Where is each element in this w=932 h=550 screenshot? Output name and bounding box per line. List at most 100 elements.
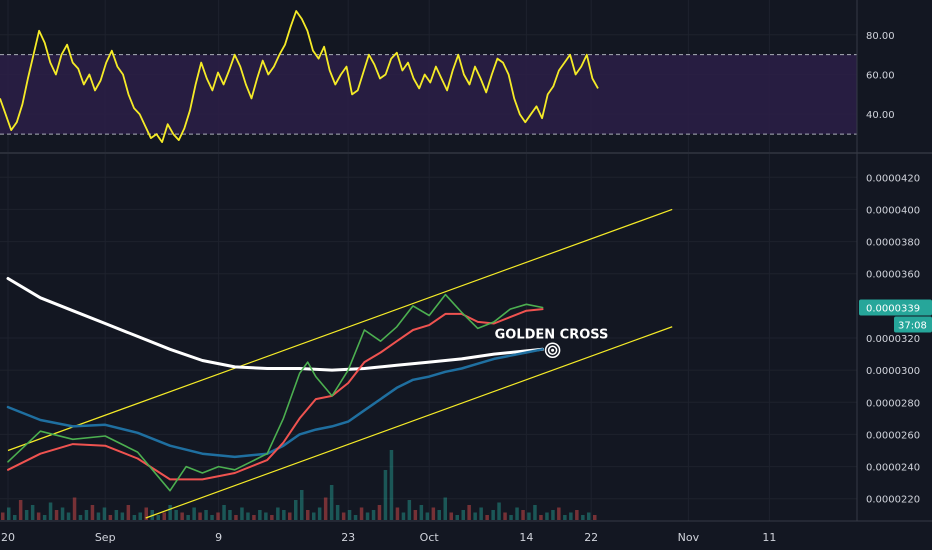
volume-bar: [186, 515, 190, 520]
volume-bar: [246, 512, 250, 520]
volume-bar: [461, 510, 465, 520]
volume-bar: [174, 510, 178, 520]
volume-bar: [533, 505, 537, 520]
marker-ring-inner: [547, 345, 558, 355]
price-tick-label: 0.0000400: [866, 205, 920, 216]
volume-bar: [1, 512, 5, 520]
price-tick-label: 0.0000280: [866, 398, 920, 409]
volume-bar: [288, 512, 292, 520]
volume-bar: [551, 510, 555, 520]
volume-bar: [425, 512, 430, 520]
price-axis: 0.0000420 0.0000400 0.0000380 0.0000360 0.00…: [866, 173, 920, 505]
channel-line: [7, 208, 673, 452]
ema-red-line: [7, 308, 544, 481]
price-tick-label: 0.0000360: [866, 270, 920, 281]
volume-bar: [282, 510, 286, 520]
volume-bar: [258, 510, 262, 520]
volume-bar: [138, 512, 142, 520]
volume-bar: [485, 515, 489, 520]
ma-white-line: [6, 277, 545, 372]
bar-timer-value: 37:08: [898, 320, 927, 331]
volume-bar: [264, 512, 268, 520]
volume-bar: [60, 507, 65, 520]
volume-bar: [317, 507, 322, 520]
golden-cross-marker: [544, 342, 561, 358]
volume-histogram: [1, 450, 597, 520]
volume-bar: [359, 507, 364, 520]
volume-bar: [192, 507, 196, 520]
volume-bar: [234, 515, 238, 520]
marker-dot: [551, 348, 555, 352]
time-tick-label: Nov: [678, 531, 700, 544]
price-tick-label: 0.0000420: [866, 173, 920, 184]
volume-bar: [455, 515, 459, 520]
volume-bar: [144, 507, 148, 520]
volume-bar: [587, 512, 591, 520]
rsi-panel: 80.00 60.00 40.00: [0, 10, 895, 144]
price-panel: GOLDEN CROSS 0.0000420 0.0000400 0.0000380…: [1, 173, 920, 520]
price-tick-label: 0.0000220: [866, 495, 920, 506]
rsi-series-line: [0, 10, 599, 144]
time-axis: 20 Sep 9 23 Oct 14 22 Nov 11: [1, 531, 776, 544]
volume-bar: [36, 512, 41, 520]
volume-bar: [306, 510, 310, 520]
volume-bar: [329, 485, 334, 520]
volume-bar: [527, 512, 531, 520]
volume-bar: [7, 507, 11, 520]
time-tick-label: Oct: [420, 531, 440, 544]
volume-bar: [102, 507, 107, 520]
price-tick-label: 0.0000380: [866, 238, 920, 249]
volume-bar: [467, 505, 471, 520]
volume-bar: [347, 510, 352, 520]
volume-bar: [449, 512, 453, 520]
volume-bar: [78, 515, 83, 520]
marker-ring-outer: [544, 342, 561, 358]
price-tick-label: 0.0000300: [866, 366, 920, 377]
volume-bar: [294, 500, 298, 520]
volume-bar: [545, 512, 549, 520]
volume-bar: [443, 497, 447, 520]
volume-bar: [210, 515, 214, 520]
volume-bar: [120, 512, 125, 520]
rsi-tick-label: 60.00: [866, 71, 895, 82]
volume-bar: [515, 507, 519, 520]
volume-bar: [509, 515, 513, 520]
volume-bar: [54, 510, 59, 520]
last-price-value: 0.0000339: [866, 303, 920, 314]
price-series-line: [7, 293, 544, 492]
time-tick-label: 14: [519, 531, 533, 544]
volume-bar: [90, 505, 95, 520]
volume-bar: [30, 505, 35, 520]
volume-bar: [198, 512, 202, 520]
volume-bar: [300, 490, 304, 520]
volume-bar: [18, 500, 23, 520]
volume-bar: [371, 510, 376, 520]
volume-bar: [401, 512, 406, 520]
time-tick-label: 9: [215, 531, 222, 544]
volume-bar: [479, 507, 483, 520]
volume-bar: [48, 502, 53, 520]
volume-bar: [84, 510, 89, 520]
volume-bar: [156, 515, 160, 520]
volume-bar: [473, 512, 477, 520]
volume-bar: [126, 505, 131, 520]
volume-bar: [497, 502, 501, 520]
volume-bar: [557, 507, 561, 520]
volume-bar: [222, 505, 226, 520]
volume-bar: [216, 512, 220, 520]
volume-bar: [341, 512, 346, 520]
volume-bar: [13, 515, 17, 520]
volume-bar: [593, 515, 597, 520]
rsi-tick-label: 40.00: [866, 110, 895, 121]
volume-bar: [240, 507, 244, 520]
volume-bar: [569, 512, 573, 520]
volume-bar: [491, 510, 495, 520]
bar-timer-tag: 37:08: [894, 316, 932, 333]
volume-bar: [132, 515, 137, 520]
volume-bar: [437, 510, 441, 520]
volume-bar: [180, 512, 184, 520]
volume-bar: [503, 512, 507, 520]
time-tick-label: 20: [1, 531, 15, 544]
volume-bar: [72, 497, 77, 520]
